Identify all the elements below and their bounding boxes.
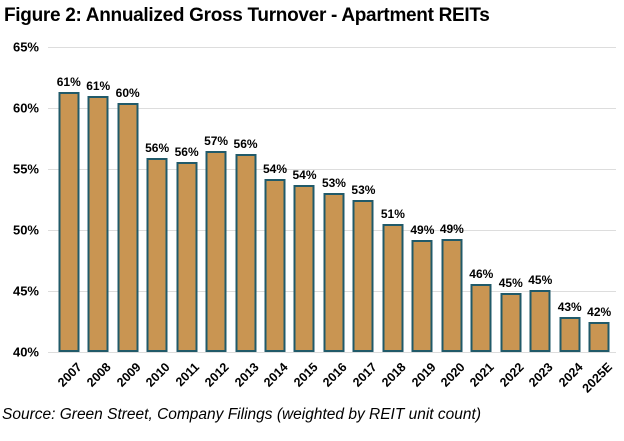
bar-2020	[441, 238, 463, 352]
x-axis-tick-label: 2016	[320, 360, 350, 390]
bars-group: 61% 2007 61% 2008 60% 2009 56% 2010 56% 2011 57% 20…	[54, 47, 615, 396]
bar-slot: 43% 2024	[555, 47, 586, 390]
bar-value-label: 57%	[204, 133, 229, 148]
bar-2011	[176, 161, 198, 352]
bar-value-label: 49%	[439, 221, 464, 236]
bar-value-label: 56%	[233, 137, 258, 152]
bar-value-label: 56%	[145, 141, 170, 156]
x-axis-tick-label: 2010	[143, 360, 174, 390]
x-axis-tick-label: 2018	[379, 360, 409, 390]
bar-2018	[382, 223, 404, 352]
x-axis-tick-label: 2011	[173, 360, 203, 390]
bar-2014	[264, 178, 286, 352]
bar-2009	[117, 103, 139, 352]
bar-slot: 60% 2009	[113, 47, 144, 389]
gridline	[48, 108, 616, 109]
x-axis-tick-label: 2015	[290, 360, 321, 390]
bar-slot: 56% 2011	[172, 47, 202, 389]
bar-2012	[205, 150, 227, 352]
gridline	[48, 47, 616, 48]
bar-value-label: 60%	[115, 86, 140, 101]
bar-slot: 53% 2017	[349, 47, 380, 390]
y-axis-tick-label: 45%	[12, 283, 39, 299]
bar-value-label: 53%	[321, 176, 346, 191]
bar-slot: 53% 2016	[319, 47, 350, 389]
gridline	[48, 352, 616, 353]
bar-slot: 56% 2010	[142, 47, 173, 390]
bar-value-label: 46%	[469, 266, 494, 281]
bar-2015	[293, 184, 315, 352]
x-axis-tick-label: 2013	[231, 360, 262, 390]
x-axis-tick-label: 2007	[55, 360, 85, 390]
plot-area: 65% 60% 55% 50% 45% 40% 61% 2007 61% 2008 60% 2009 5…	[13, 40, 616, 396]
x-axis-tick-label: 2008	[84, 360, 115, 390]
bar-slot: 54% 2014	[260, 47, 291, 390]
bar-value-label: 51%	[380, 206, 405, 221]
bar-2008	[87, 95, 109, 352]
bar-2013	[235, 154, 257, 352]
bar-slot: 51% 2018	[378, 47, 409, 390]
bar-value-label: 61%	[56, 75, 81, 90]
y-axis-tick-label: 65%	[12, 39, 39, 55]
x-axis-tick-label: 2017	[349, 360, 380, 390]
bar-2017	[352, 199, 374, 352]
bar-value-label: 49%	[410, 222, 435, 237]
x-axis-tick-label: 2009	[114, 360, 144, 390]
x-axis-tick-label: 2025E	[579, 360, 616, 396]
bar-slot: 56% 2013	[231, 47, 262, 389]
bar-slot: 54% 2015	[290, 47, 321, 390]
gridline	[48, 169, 616, 170]
bar-slot: 61% 2008	[83, 47, 115, 390]
bar-slot: 45% 2023	[526, 47, 557, 390]
source-note: Source: Green Street, Company Filings (w…	[2, 406, 481, 423]
bar-value-label: 54%	[263, 161, 288, 176]
bar-slot: 45% 2022	[496, 47, 527, 389]
x-axis-tick-label: 2021	[467, 360, 498, 390]
bar-slot: 61% 2007	[54, 47, 85, 389]
bar-2023	[529, 289, 551, 352]
y-axis-tick-label: 60%	[12, 100, 39, 116]
y-axis-tick-label: 55%	[12, 161, 39, 177]
bar-value-label: 54%	[292, 167, 317, 182]
bar-2016	[323, 193, 345, 352]
bar-slot: 57% 2012	[201, 47, 232, 390]
x-axis-tick-label: 2020	[438, 360, 468, 390]
bar-2024	[559, 316, 581, 352]
bar-value-label: 56%	[174, 144, 199, 159]
y-axis-tick-label: 50%	[12, 222, 39, 238]
chart-title: Figure 2: Annualized Gross Turnover - Ap…	[4, 5, 490, 26]
bar-2010	[146, 158, 168, 352]
bar-value-label: 43%	[557, 299, 582, 314]
bar-slot: 49% 2020	[437, 47, 468, 390]
bar-slot: 49% 2019	[408, 47, 439, 390]
bar-slot: 42% 2025E	[580, 47, 615, 396]
x-axis-tick-label: 2012	[202, 360, 232, 390]
bar-value-label: 53%	[351, 182, 376, 197]
bar-value-label: 61%	[86, 78, 111, 93]
bar-2022	[500, 293, 522, 352]
bar-2021	[470, 283, 492, 352]
bar-value-label: 45%	[498, 276, 523, 291]
bar-2025E	[588, 321, 610, 352]
bar-2019	[411, 239, 433, 352]
bar-2007	[58, 92, 80, 352]
y-axis-tick-label: 40%	[12, 344, 39, 360]
x-axis-tick-label: 2023	[526, 360, 557, 390]
x-axis-tick-label: 2014	[261, 360, 291, 390]
bar-slot: 46% 2021	[467, 47, 498, 390]
bar-value-label: 42%	[587, 304, 612, 319]
bar-value-label: 45%	[528, 272, 553, 287]
x-axis-tick-label: 2019	[408, 360, 439, 390]
x-axis-tick-label: 2022	[497, 360, 527, 390]
